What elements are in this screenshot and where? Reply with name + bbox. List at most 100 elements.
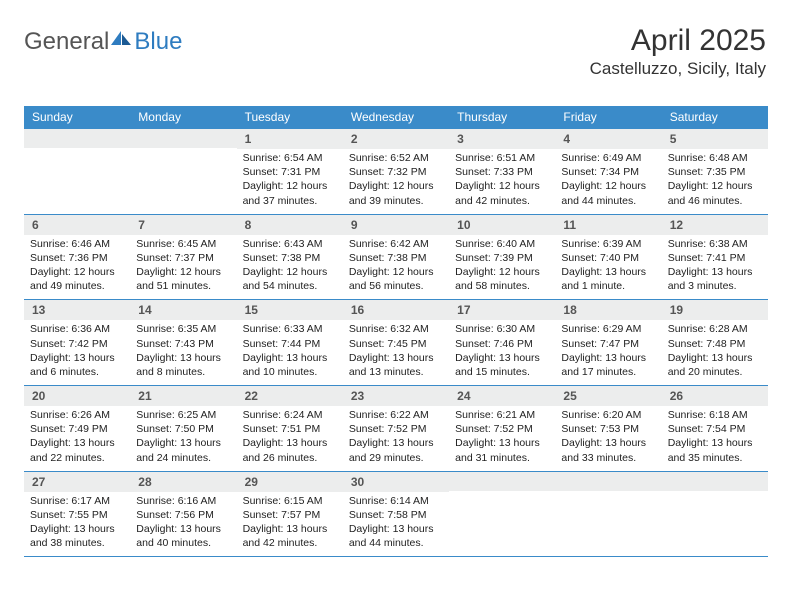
sunset-text: Sunset: 7:51 PM [243,422,337,436]
day-body: Sunrise: 6:14 AMSunset: 7:58 PMDaylight:… [343,492,449,557]
location-label: Castelluzzo, Sicily, Italy [590,59,766,79]
daylight-text: Daylight: 13 hours and 13 minutes. [349,351,443,379]
week-row: 27Sunrise: 6:17 AMSunset: 7:55 PMDayligh… [24,472,768,558]
daylight-text: Daylight: 12 hours and 54 minutes. [243,265,337,293]
daylight-text: Daylight: 13 hours and 44 minutes. [349,522,443,550]
sunset-text: Sunset: 7:47 PM [561,337,655,351]
day-body: Sunrise: 6:54 AMSunset: 7:31 PMDaylight:… [237,149,343,214]
sunrise-text: Sunrise: 6:46 AM [30,237,124,251]
daylight-text: Daylight: 13 hours and 33 minutes. [561,436,655,464]
sunrise-text: Sunrise: 6:24 AM [243,408,337,422]
day-body: Sunrise: 6:22 AMSunset: 7:52 PMDaylight:… [343,406,449,471]
day-number: 10 [449,215,555,235]
day-cell: 12Sunrise: 6:38 AMSunset: 7:41 PMDayligh… [662,215,768,300]
day-cell: 11Sunrise: 6:39 AMSunset: 7:40 PMDayligh… [555,215,661,300]
sunset-text: Sunset: 7:33 PM [455,165,549,179]
logo-sail-icon [111,31,133,45]
sunset-text: Sunset: 7:31 PM [243,165,337,179]
day-number: 4 [555,129,661,149]
day-cell: 6Sunrise: 6:46 AMSunset: 7:36 PMDaylight… [24,215,130,300]
day-number: 18 [555,300,661,320]
day-number: 1 [237,129,343,149]
day-body: Sunrise: 6:29 AMSunset: 7:47 PMDaylight:… [555,320,661,385]
sunset-text: Sunset: 7:36 PM [30,251,124,265]
day-body: Sunrise: 6:42 AMSunset: 7:38 PMDaylight:… [343,235,449,300]
day-cell: 8Sunrise: 6:43 AMSunset: 7:38 PMDaylight… [237,215,343,300]
day-number: 19 [662,300,768,320]
day-cell: 19Sunrise: 6:28 AMSunset: 7:48 PMDayligh… [662,300,768,385]
daylight-text: Daylight: 12 hours and 44 minutes. [561,179,655,207]
day-header-cell: Friday [555,106,661,129]
day-cell: 29Sunrise: 6:15 AMSunset: 7:57 PMDayligh… [237,472,343,557]
week-row: 20Sunrise: 6:26 AMSunset: 7:49 PMDayligh… [24,386,768,472]
daylight-text: Daylight: 12 hours and 39 minutes. [349,179,443,207]
sunrise-text: Sunrise: 6:42 AM [349,237,443,251]
day-body: Sunrise: 6:43 AMSunset: 7:38 PMDaylight:… [237,235,343,300]
day-number [24,129,130,148]
day-number: 6 [24,215,130,235]
day-header-cell: Wednesday [343,106,449,129]
week-row: 13Sunrise: 6:36 AMSunset: 7:42 PMDayligh… [24,300,768,386]
day-number: 13 [24,300,130,320]
sunset-text: Sunset: 7:56 PM [136,508,230,522]
day-body: Sunrise: 6:48 AMSunset: 7:35 PMDaylight:… [662,149,768,214]
sunset-text: Sunset: 7:43 PM [136,337,230,351]
day-cell: 21Sunrise: 6:25 AMSunset: 7:50 PMDayligh… [130,386,236,471]
sunrise-text: Sunrise: 6:52 AM [349,151,443,165]
sunset-text: Sunset: 7:54 PM [668,422,762,436]
day-number: 29 [237,472,343,492]
calendar: SundayMondayTuesdayWednesdayThursdayFrid… [24,106,768,557]
month-title: April 2025 [590,24,766,57]
daylight-text: Daylight: 12 hours and 58 minutes. [455,265,549,293]
day-body: Sunrise: 6:15 AMSunset: 7:57 PMDaylight:… [237,492,343,557]
day-body: Sunrise: 6:51 AMSunset: 7:33 PMDaylight:… [449,149,555,214]
sunrise-text: Sunrise: 6:18 AM [668,408,762,422]
sunset-text: Sunset: 7:49 PM [30,422,124,436]
daylight-text: Daylight: 13 hours and 38 minutes. [30,522,124,550]
sunset-text: Sunset: 7:35 PM [668,165,762,179]
day-number: 25 [555,386,661,406]
sunrise-text: Sunrise: 6:16 AM [136,494,230,508]
day-number: 7 [130,215,236,235]
sunset-text: Sunset: 7:44 PM [243,337,337,351]
day-cell: 20Sunrise: 6:26 AMSunset: 7:49 PMDayligh… [24,386,130,471]
day-cell: 28Sunrise: 6:16 AMSunset: 7:56 PMDayligh… [130,472,236,557]
sunrise-text: Sunrise: 6:32 AM [349,322,443,336]
header-right: April 2025 Castelluzzo, Sicily, Italy [590,24,766,79]
sunrise-text: Sunrise: 6:35 AM [136,322,230,336]
day-cell: 1Sunrise: 6:54 AMSunset: 7:31 PMDaylight… [237,129,343,214]
day-body: Sunrise: 6:17 AMSunset: 7:55 PMDaylight:… [24,492,130,557]
day-cell: 16Sunrise: 6:32 AMSunset: 7:45 PMDayligh… [343,300,449,385]
day-cell: 15Sunrise: 6:33 AMSunset: 7:44 PMDayligh… [237,300,343,385]
day-number: 8 [237,215,343,235]
sunrise-text: Sunrise: 6:30 AM [455,322,549,336]
sunset-text: Sunset: 7:45 PM [349,337,443,351]
day-body: Sunrise: 6:45 AMSunset: 7:37 PMDaylight:… [130,235,236,300]
sunrise-text: Sunrise: 6:20 AM [561,408,655,422]
day-number: 17 [449,300,555,320]
week-row: 1Sunrise: 6:54 AMSunset: 7:31 PMDaylight… [24,129,768,215]
sunset-text: Sunset: 7:55 PM [30,508,124,522]
sunset-text: Sunset: 7:38 PM [349,251,443,265]
sunset-text: Sunset: 7:37 PM [136,251,230,265]
day-number: 28 [130,472,236,492]
day-cell: 14Sunrise: 6:35 AMSunset: 7:43 PMDayligh… [130,300,236,385]
day-body: Sunrise: 6:26 AMSunset: 7:49 PMDaylight:… [24,406,130,471]
daylight-text: Daylight: 12 hours and 56 minutes. [349,265,443,293]
sunset-text: Sunset: 7:52 PM [349,422,443,436]
sunrise-text: Sunrise: 6:43 AM [243,237,337,251]
day-number: 27 [24,472,130,492]
day-number: 9 [343,215,449,235]
day-cell: 10Sunrise: 6:40 AMSunset: 7:39 PMDayligh… [449,215,555,300]
sunrise-text: Sunrise: 6:29 AM [561,322,655,336]
sunset-text: Sunset: 7:57 PM [243,508,337,522]
day-cell: 30Sunrise: 6:14 AMSunset: 7:58 PMDayligh… [343,472,449,557]
sunrise-text: Sunrise: 6:26 AM [30,408,124,422]
day-cell: 23Sunrise: 6:22 AMSunset: 7:52 PMDayligh… [343,386,449,471]
day-header-cell: Tuesday [237,106,343,129]
day-body: Sunrise: 6:24 AMSunset: 7:51 PMDaylight:… [237,406,343,471]
day-cell: 24Sunrise: 6:21 AMSunset: 7:52 PMDayligh… [449,386,555,471]
day-header-cell: Saturday [662,106,768,129]
daylight-text: Daylight: 13 hours and 6 minutes. [30,351,124,379]
day-body: Sunrise: 6:39 AMSunset: 7:40 PMDaylight:… [555,235,661,300]
